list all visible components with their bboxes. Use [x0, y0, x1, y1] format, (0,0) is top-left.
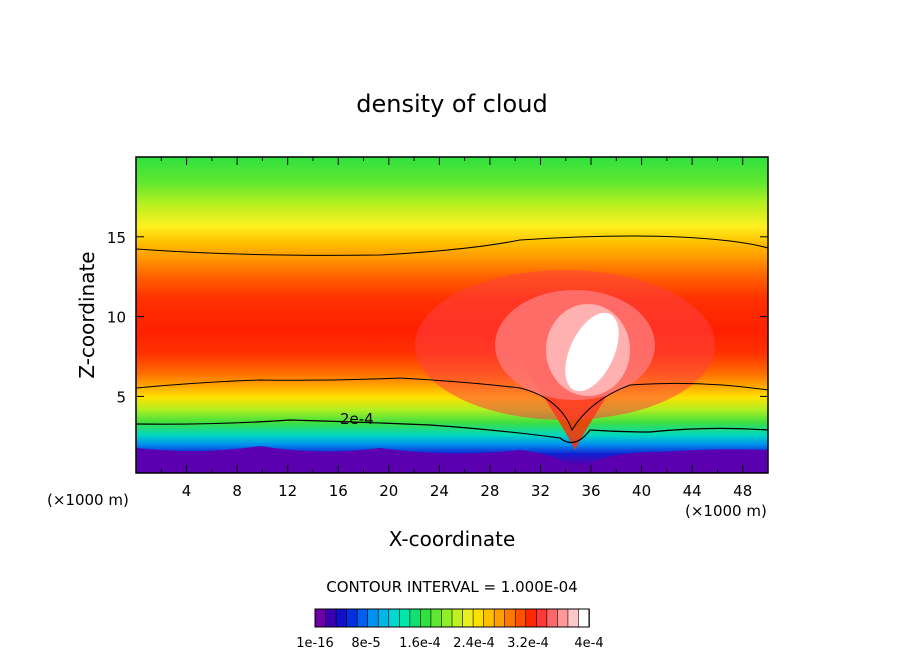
colorbar-swatch [504, 608, 517, 628]
x-tick-label: 4 [182, 482, 192, 500]
colorbar-swatch [314, 608, 327, 628]
x-unit-right: (×1000 m) [685, 502, 767, 520]
colorbar-labels: 1e-16 8e-5 1.6e-4 2.4e-4 3.2e-4 4e-4 [296, 636, 603, 651]
colorbar-swatch [557, 608, 569, 628]
x-axis-ticks: 4 8 12 16 20 24 28 32 36 40 44 48 [160, 157, 752, 500]
x-tick-label: 24 [430, 482, 449, 500]
x-tick-label: 12 [278, 482, 297, 500]
colorbar-swatch [472, 608, 485, 628]
colorbar-swatch [441, 608, 453, 628]
colorbar-swatch [335, 608, 348, 628]
colorbar-swatch [399, 608, 411, 628]
x-tick-label: 40 [632, 482, 651, 500]
x-tick-label: 44 [683, 482, 702, 500]
colorbar-swatch [525, 608, 538, 628]
colorbar-swatch [451, 608, 464, 628]
colorbar-swatch [536, 608, 548, 628]
contour-line-middle [135, 377, 769, 432]
colorbar-tick-label: 8e-5 [351, 636, 380, 651]
chart-title: density of cloud [356, 90, 547, 118]
x-tick-label: 20 [379, 482, 398, 500]
colorbar-swatch [483, 608, 495, 628]
colorbar-swatch [356, 608, 369, 628]
bottom-band [136, 446, 768, 473]
colorbar-swatch [462, 608, 474, 628]
plot-frame [135, 156, 769, 474]
colorbar-swatch [493, 608, 506, 628]
colorbar-swatch [514, 608, 527, 628]
colorbar-swatch [346, 608, 358, 628]
colorbar-tick-label: 2.4e-4 [453, 636, 495, 651]
colorbar-tick-label: 4e-4 [574, 636, 603, 651]
contour-line-lower [135, 419, 769, 444]
y-tick-label: 10 [107, 309, 126, 327]
colorbar-frame [314, 608, 590, 628]
y-tick-label: 5 [116, 388, 126, 406]
contour-interval-text: CONTOUR INTERVAL = 1.000E-04 [326, 578, 577, 596]
colorbar-swatch [430, 608, 443, 628]
plot-area: 2e-4 [135, 156, 769, 474]
colorbar-tick-label: 1.6e-4 [399, 636, 441, 651]
colorbar-swatch [377, 608, 390, 628]
x-unit-left: (×1000 m) [47, 491, 129, 509]
x-tick-label: 36 [581, 482, 600, 500]
colorbar-swatch [420, 608, 432, 628]
y-axis-ticks: 5 10 15 [107, 229, 768, 406]
contour-line-upper [135, 235, 769, 256]
x-axis-label: X-coordinate [389, 527, 516, 551]
x-tick-label: 48 [733, 482, 752, 500]
colorbar [314, 608, 590, 628]
colorbar-swatch [409, 608, 422, 628]
y-axis-label: Z-coordinate [75, 251, 99, 378]
cloud-core-max [565, 312, 619, 392]
colorbar-swatch [325, 608, 337, 628]
x-tick-label: 28 [480, 482, 499, 500]
x-tick-label: 8 [232, 482, 242, 500]
colorbar-swatch [546, 608, 559, 628]
colorbar-tick-label: 1e-16 [296, 636, 334, 651]
colorbar-swatch [388, 608, 401, 628]
contour-label: 2e-4 [340, 410, 374, 428]
x-tick-label: 32 [531, 482, 550, 500]
colorbar-swatch [367, 608, 380, 628]
y-tick-label: 15 [107, 229, 126, 247]
colorbar-tick-label: 3.2e-4 [507, 636, 549, 651]
colorbar-swatch [578, 608, 590, 628]
colorbar-swatch [567, 608, 580, 628]
x-tick-label: 16 [329, 482, 348, 500]
